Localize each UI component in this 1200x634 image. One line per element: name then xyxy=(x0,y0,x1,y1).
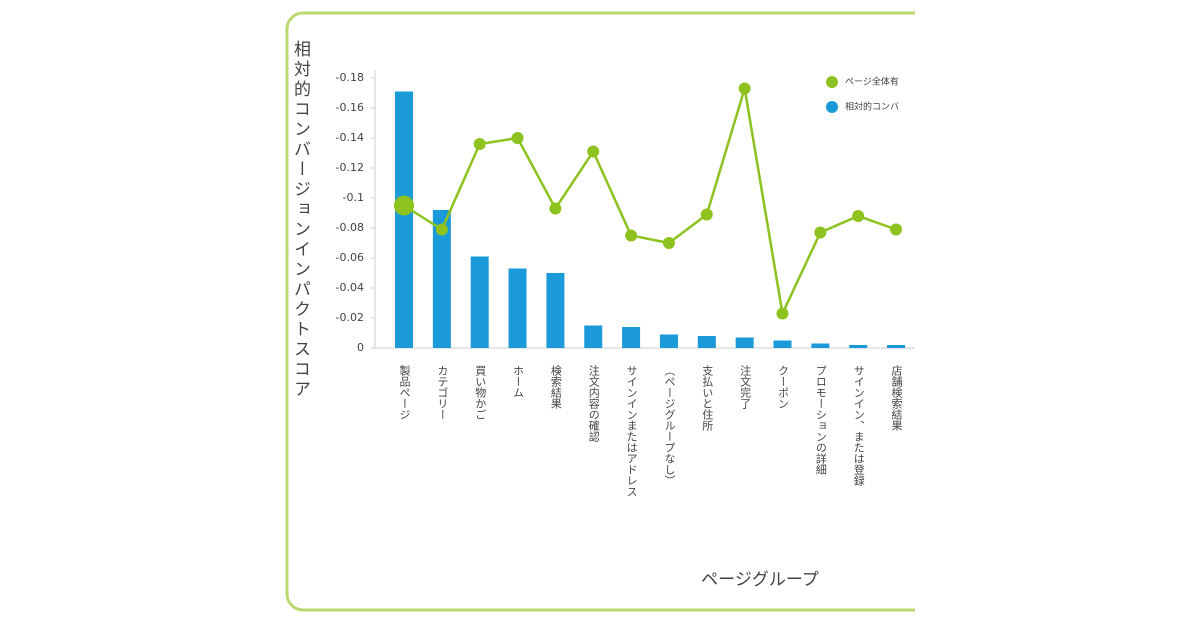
line xyxy=(403,88,897,318)
plot-area: 相対的コンバージョンインパクトスコア ページグループ -0.18 -0.16 -0.… xyxy=(285,11,915,612)
line-point xyxy=(700,208,713,221)
y-tick-label: 0 xyxy=(357,341,364,354)
bar xyxy=(735,337,754,348)
x-tick-label: （ページグループなし） xyxy=(663,365,676,486)
bar xyxy=(697,336,716,348)
bar xyxy=(395,91,413,348)
x-tick-label: プロモーションの詳細 xyxy=(814,365,827,475)
y-tick-label: -0.18 xyxy=(336,71,364,84)
y-tick-label: -0.06 xyxy=(336,251,364,264)
line-point xyxy=(852,210,865,222)
bar xyxy=(470,256,489,348)
x-axis-title: ページグループ xyxy=(701,570,819,590)
line-point xyxy=(662,237,675,249)
x-tick-label: ホーム xyxy=(512,365,525,398)
y-tick-label: -0.12 xyxy=(336,161,364,174)
y-tick-label: -0.14 xyxy=(336,131,364,144)
legend-marker xyxy=(826,101,838,113)
bar xyxy=(546,273,565,348)
x-tick-label: 買い物かご xyxy=(474,365,487,420)
legend-marker xyxy=(826,76,838,88)
bar xyxy=(811,343,830,348)
x-tick-label: 注文完了 xyxy=(739,364,752,409)
x-tick-label: 製品ページ xyxy=(398,364,411,420)
y-tick-label: -0.16 xyxy=(336,101,364,114)
bar xyxy=(887,345,906,348)
x-tick-label: カテゴリー xyxy=(436,365,449,420)
line-point xyxy=(625,229,638,242)
y-tick-label: -0.04 xyxy=(336,281,364,294)
x-tick-label: サインインまたはアドレス xyxy=(625,365,638,497)
line-point xyxy=(511,132,524,144)
line-point xyxy=(776,307,789,320)
line-point xyxy=(738,82,751,95)
bar xyxy=(849,345,868,348)
bar xyxy=(773,340,792,348)
line-point xyxy=(394,195,414,216)
bar xyxy=(508,268,527,348)
bar xyxy=(659,334,678,348)
x-tick-label: 店舗検索結果 xyxy=(890,364,903,432)
y-axis-title: 相対的コンバージョンインパクトスコア xyxy=(290,40,311,400)
line-point xyxy=(435,223,448,236)
legend-label: 相対的コンバ xyxy=(845,101,899,113)
x-tick-label: 注文内容の確認 xyxy=(587,364,600,442)
line-point xyxy=(587,145,600,158)
y-tick-label: -0.1 xyxy=(343,191,364,204)
line-point xyxy=(890,223,903,236)
legend-label: ページ全体有 xyxy=(845,76,899,88)
bar xyxy=(584,325,603,348)
line-point xyxy=(549,202,562,215)
y-tick-label: -0.08 xyxy=(336,221,364,234)
x-tick-label: 支払いと住所 xyxy=(701,365,714,432)
line-point xyxy=(473,138,486,150)
bar xyxy=(432,210,451,348)
x-tick-label: クーポン xyxy=(777,365,790,409)
y-tick-label: -0.02 xyxy=(336,311,364,324)
bar xyxy=(622,327,641,348)
frame xyxy=(285,11,915,612)
line-point xyxy=(814,226,827,239)
x-tick-label: サインイン、または登録 xyxy=(852,365,865,486)
x-tick-label: 検索結果 xyxy=(549,364,562,410)
